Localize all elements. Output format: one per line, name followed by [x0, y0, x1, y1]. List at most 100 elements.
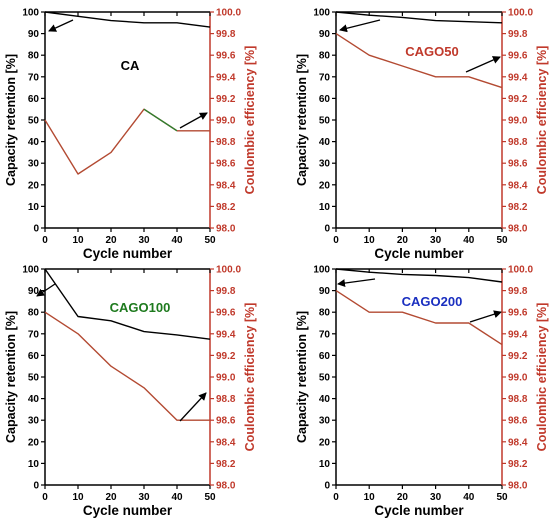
x-tick-label: 40 [171, 235, 183, 246]
y2-tick-label: 99.8 [508, 286, 528, 297]
x-tick-label: 30 [138, 492, 150, 503]
y2-tick-label: 98.4 [508, 437, 528, 448]
y2-tick-label: 99.8 [216, 29, 236, 40]
annotation-arrow [469, 310, 502, 323]
ce-series-line [335, 33, 503, 89]
y2-tick-label: 99.0 [508, 373, 528, 384]
y-axis-label: Capacity retention [%] [4, 54, 18, 186]
y2-tick-label: 99.2 [508, 94, 528, 105]
y2-tick-label: 99.2 [508, 351, 528, 362]
chart-panel-3: 0 10 20 30 40 50 0 10 20 30 40 50 60 70 80 90 100 98.0 98.… [4, 265, 257, 519]
y-tick-label: 70 [28, 329, 40, 340]
y2-tick-label: 98.0 [508, 481, 528, 492]
y-tick-label: 50 [28, 116, 40, 127]
y-tick-label: 40 [319, 137, 331, 148]
y2-tick-label: 99.4 [216, 72, 236, 83]
y-tick-label: 60 [28, 351, 40, 362]
y-tick-label: 10 [319, 459, 331, 470]
y-tick-label: 100 [22, 265, 39, 276]
ce-series-line [143, 108, 178, 132]
y2-tick-label: 100.0 [216, 265, 241, 276]
x-tick-label: 0 [42, 235, 48, 246]
y2-tick-label: 99.0 [216, 116, 236, 127]
x-tick-label: 10 [364, 235, 376, 246]
y-tick-label: 70 [319, 329, 331, 340]
capacity-series-line [335, 11, 503, 24]
y-tick-label: 80 [28, 308, 40, 319]
y2-tick-label: 99.6 [508, 308, 528, 319]
y2-tick-label: 98.8 [508, 394, 528, 405]
y2-tick-label: 98.6 [508, 416, 528, 427]
y2-axis-label: Coulombic efficiency [%] [535, 46, 549, 195]
y-tick-label: 40 [28, 394, 40, 405]
y-tick-label: 0 [324, 224, 330, 235]
y-tick-label: 60 [319, 94, 331, 105]
y2-tick-label: 99.8 [216, 286, 236, 297]
y2-tick-label: 99.2 [216, 351, 236, 362]
y-tick-label: 80 [319, 308, 331, 319]
annotation-arrow [48, 19, 74, 32]
y-tick-label: 20 [28, 180, 40, 191]
x-axis-label: Cycle number [374, 246, 464, 261]
chart-panel-2: 0 10 20 30 40 50 0 10 20 30 40 50 60 70 80 90 100 98.0 98.… [295, 8, 549, 262]
y2-tick-label: 98.4 [216, 180, 236, 191]
y2-tick-label: 98.0 [216, 224, 236, 235]
y2-tick-label: 98.0 [216, 481, 236, 492]
y-tick-label: 90 [28, 286, 40, 297]
y2-tick-label: 99.6 [216, 308, 236, 319]
y-tick-label: 20 [28, 437, 40, 448]
y-tick-label: 90 [319, 29, 331, 40]
x-tick-label: 30 [430, 235, 442, 246]
y-tick-label: 90 [28, 29, 40, 40]
y-tick-label: 40 [319, 394, 331, 405]
y2-tick-label: 98.8 [508, 137, 528, 148]
panel-title: CAGO50 [405, 44, 458, 59]
annotation-arrow [465, 56, 501, 73]
x-tick-label: 30 [430, 492, 442, 503]
y2-tick-label: 99.4 [216, 329, 236, 340]
capacity-series-line [335, 268, 503, 283]
y-tick-label: 10 [28, 202, 40, 213]
y2-tick-label: 99.4 [508, 72, 528, 83]
x-tick-label: 40 [463, 235, 475, 246]
ce-series-line [44, 108, 178, 175]
y-tick-label: 10 [319, 202, 331, 213]
y2-tick-label: 100.0 [216, 8, 241, 19]
x-axis-label: Cycle number [83, 246, 173, 261]
y-tick-label: 90 [319, 286, 331, 297]
y-tick-label: 100 [22, 8, 39, 19]
y2-axis-label: Coulombic efficiency [%] [243, 46, 257, 195]
x-tick-label: 10 [364, 492, 376, 503]
y-tick-label: 40 [28, 137, 40, 148]
y2-axis-label: Coulombic efficiency [%] [535, 303, 549, 452]
x-tick-label: 20 [105, 235, 117, 246]
chart-panel-1: 0 10 20 30 40 50 0 10 20 30 40 50 60 70 80 90 100 98.0 98.… [4, 8, 257, 262]
annotation-arrow [339, 19, 381, 33]
x-tick-label: 50 [204, 492, 216, 503]
annotation-arrow [337, 278, 376, 288]
y2-tick-label: 98.6 [216, 416, 236, 427]
x-axis-label: Cycle number [374, 503, 464, 518]
x-tick-label: 0 [333, 492, 339, 503]
x-tick-label: 50 [496, 492, 508, 503]
y-tick-label: 0 [33, 224, 39, 235]
capacity-series-line [44, 268, 211, 340]
y2-tick-label: 98.8 [216, 394, 236, 405]
y-tick-label: 20 [319, 180, 331, 191]
y-tick-label: 30 [319, 159, 331, 170]
y-tick-label: 30 [319, 416, 331, 427]
y-tick-label: 10 [28, 459, 40, 470]
y-axis-label: Capacity retention [%] [4, 311, 18, 443]
y2-tick-label: 98.2 [508, 459, 528, 470]
y-tick-label: 70 [319, 72, 331, 83]
y-tick-label: 80 [319, 51, 331, 62]
annotation-arrow [36, 283, 56, 297]
y2-tick-label: 99.0 [508, 116, 528, 127]
y2-tick-label: 98.4 [508, 180, 528, 191]
y-tick-label: 20 [319, 437, 331, 448]
chart-panel-4: 0 10 20 30 40 50 0 10 20 30 40 50 60 70 80 90 100 98.0 98.… [295, 265, 549, 519]
x-tick-label: 40 [171, 492, 183, 503]
y2-tick-label: 98.6 [508, 159, 528, 170]
x-tick-label: 50 [496, 235, 508, 246]
panel-title: CA [121, 58, 140, 73]
